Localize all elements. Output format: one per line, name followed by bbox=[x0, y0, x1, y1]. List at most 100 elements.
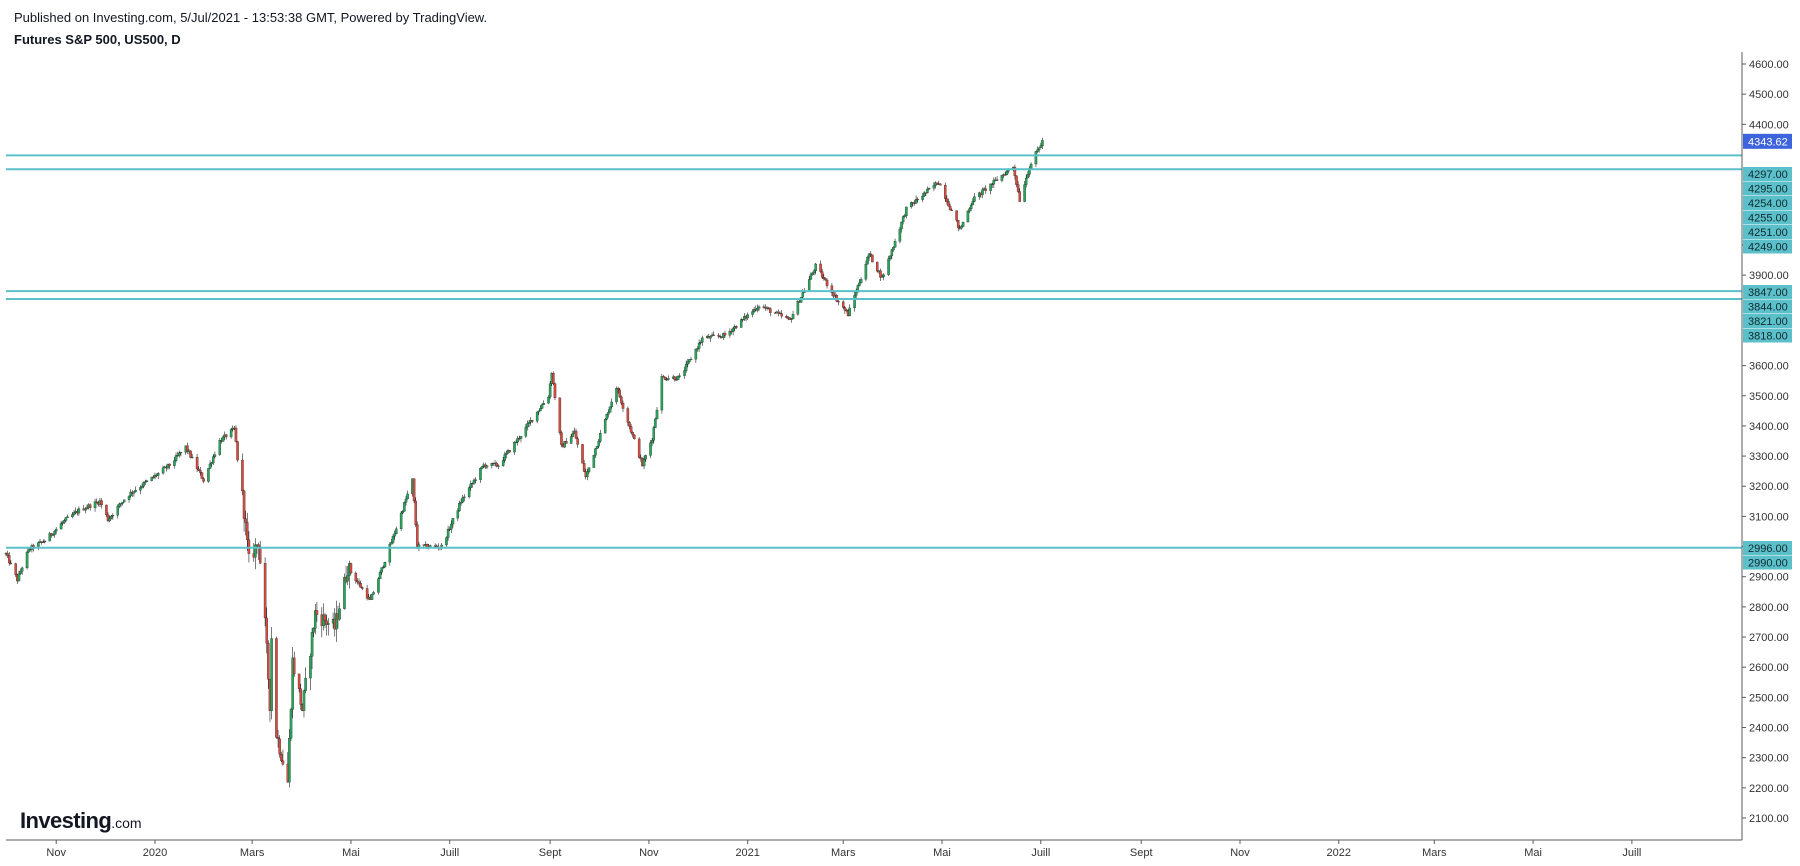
candle-up bbox=[380, 567, 383, 573]
candle-up bbox=[1036, 149, 1039, 152]
candle-up bbox=[19, 571, 22, 574]
candle-up bbox=[134, 490, 137, 492]
candle-down bbox=[1015, 175, 1018, 185]
candle-down bbox=[265, 617, 268, 644]
candle-down bbox=[581, 444, 584, 464]
candle-up bbox=[43, 540, 47, 543]
candle-up bbox=[474, 479, 477, 481]
candle-up bbox=[610, 401, 613, 408]
candle-down bbox=[769, 308, 772, 313]
candle-down bbox=[788, 317, 792, 320]
price-tick-label: 3500.00 bbox=[1749, 391, 1789, 403]
candle-down bbox=[663, 376, 667, 380]
candle-down bbox=[822, 277, 826, 279]
candle-up bbox=[880, 276, 884, 278]
candle-up bbox=[678, 375, 681, 377]
time-tick-label: Nov bbox=[1230, 847, 1250, 859]
candle-up bbox=[1041, 140, 1044, 146]
candle-down bbox=[735, 326, 738, 328]
candle-up bbox=[505, 452, 508, 455]
candle-up bbox=[932, 185, 936, 189]
candle-up bbox=[594, 448, 597, 456]
candle-up bbox=[503, 454, 507, 461]
candle-down bbox=[723, 333, 727, 336]
price-tick-label: 4500.00 bbox=[1749, 89, 1789, 101]
time-tick-label: Mai bbox=[342, 847, 360, 859]
candle-down bbox=[195, 456, 199, 470]
candle-down bbox=[560, 432, 563, 446]
candle-up bbox=[652, 427, 656, 441]
candle-down bbox=[777, 311, 780, 314]
candle-up bbox=[595, 446, 599, 449]
candle-up bbox=[153, 474, 157, 478]
candle-down bbox=[843, 307, 847, 311]
price-tick-label: 2900.00 bbox=[1749, 572, 1789, 584]
candle-up bbox=[378, 572, 382, 580]
candle-down bbox=[629, 426, 633, 433]
candle-up bbox=[922, 192, 926, 197]
candle-up bbox=[288, 738, 291, 783]
candle-up bbox=[127, 495, 131, 500]
candle-up bbox=[688, 359, 691, 362]
price-tick-label: 3300.00 bbox=[1749, 451, 1789, 463]
candle-down bbox=[242, 490, 246, 519]
candle-down bbox=[618, 389, 622, 398]
candle-up bbox=[139, 487, 142, 491]
candle-up bbox=[393, 533, 396, 537]
candle-up bbox=[898, 228, 902, 242]
candle-up bbox=[539, 408, 542, 412]
candle-down bbox=[412, 478, 416, 502]
candle-down bbox=[948, 205, 952, 211]
published-note: Published on Investing.com, 5/Jul/2021 -… bbox=[14, 10, 488, 25]
candle-down bbox=[780, 313, 783, 317]
candle-down bbox=[495, 462, 498, 467]
candle-down bbox=[762, 306, 766, 308]
level-badge bbox=[1743, 196, 1792, 210]
candle-up bbox=[882, 274, 885, 277]
candle-down bbox=[628, 422, 631, 427]
price-tick-label: 4400.00 bbox=[1749, 119, 1789, 131]
candle-down bbox=[315, 610, 319, 615]
candle-down bbox=[621, 402, 625, 409]
candle-up bbox=[66, 516, 69, 518]
time-tick-label: Mars bbox=[1422, 847, 1447, 859]
candle-up bbox=[853, 295, 856, 309]
candle-up bbox=[796, 301, 800, 315]
candle-down bbox=[879, 270, 882, 278]
price-tick-label: 2100.00 bbox=[1749, 813, 1789, 825]
candle-up bbox=[968, 208, 971, 212]
time-tick-label: Mars bbox=[831, 847, 856, 859]
candle-down bbox=[531, 420, 534, 422]
candle-down bbox=[767, 307, 770, 309]
candle-down bbox=[9, 562, 13, 564]
candle-down bbox=[785, 316, 788, 318]
candle-up bbox=[892, 247, 895, 251]
candle-up bbox=[270, 638, 273, 711]
candle-up bbox=[327, 623, 330, 625]
candle-up bbox=[547, 396, 550, 404]
level-badge-label: 3847.00 bbox=[1748, 287, 1788, 299]
candle-down bbox=[414, 500, 417, 525]
candle-up bbox=[144, 481, 147, 483]
candle-down bbox=[626, 408, 630, 423]
candle-up bbox=[71, 514, 74, 518]
candle-down bbox=[14, 563, 17, 575]
level-badge bbox=[1743, 328, 1792, 343]
candle-up bbox=[174, 455, 178, 461]
candle-up bbox=[603, 419, 607, 434]
candle-up bbox=[469, 483, 473, 488]
candle-up bbox=[190, 456, 194, 459]
candle-down bbox=[832, 292, 835, 297]
last-price-label: 4343.62 bbox=[1748, 136, 1788, 148]
candle-up bbox=[746, 314, 749, 319]
candle-down bbox=[106, 514, 110, 521]
candle-up bbox=[756, 307, 759, 311]
candle-up bbox=[501, 460, 505, 466]
candle-up bbox=[212, 456, 215, 463]
candle-up bbox=[683, 370, 686, 376]
level-badge-label: 3818.00 bbox=[1748, 331, 1788, 343]
candle-up bbox=[701, 337, 704, 343]
candle-down bbox=[841, 301, 845, 308]
candle-up bbox=[969, 204, 973, 209]
candle-up bbox=[338, 608, 341, 620]
